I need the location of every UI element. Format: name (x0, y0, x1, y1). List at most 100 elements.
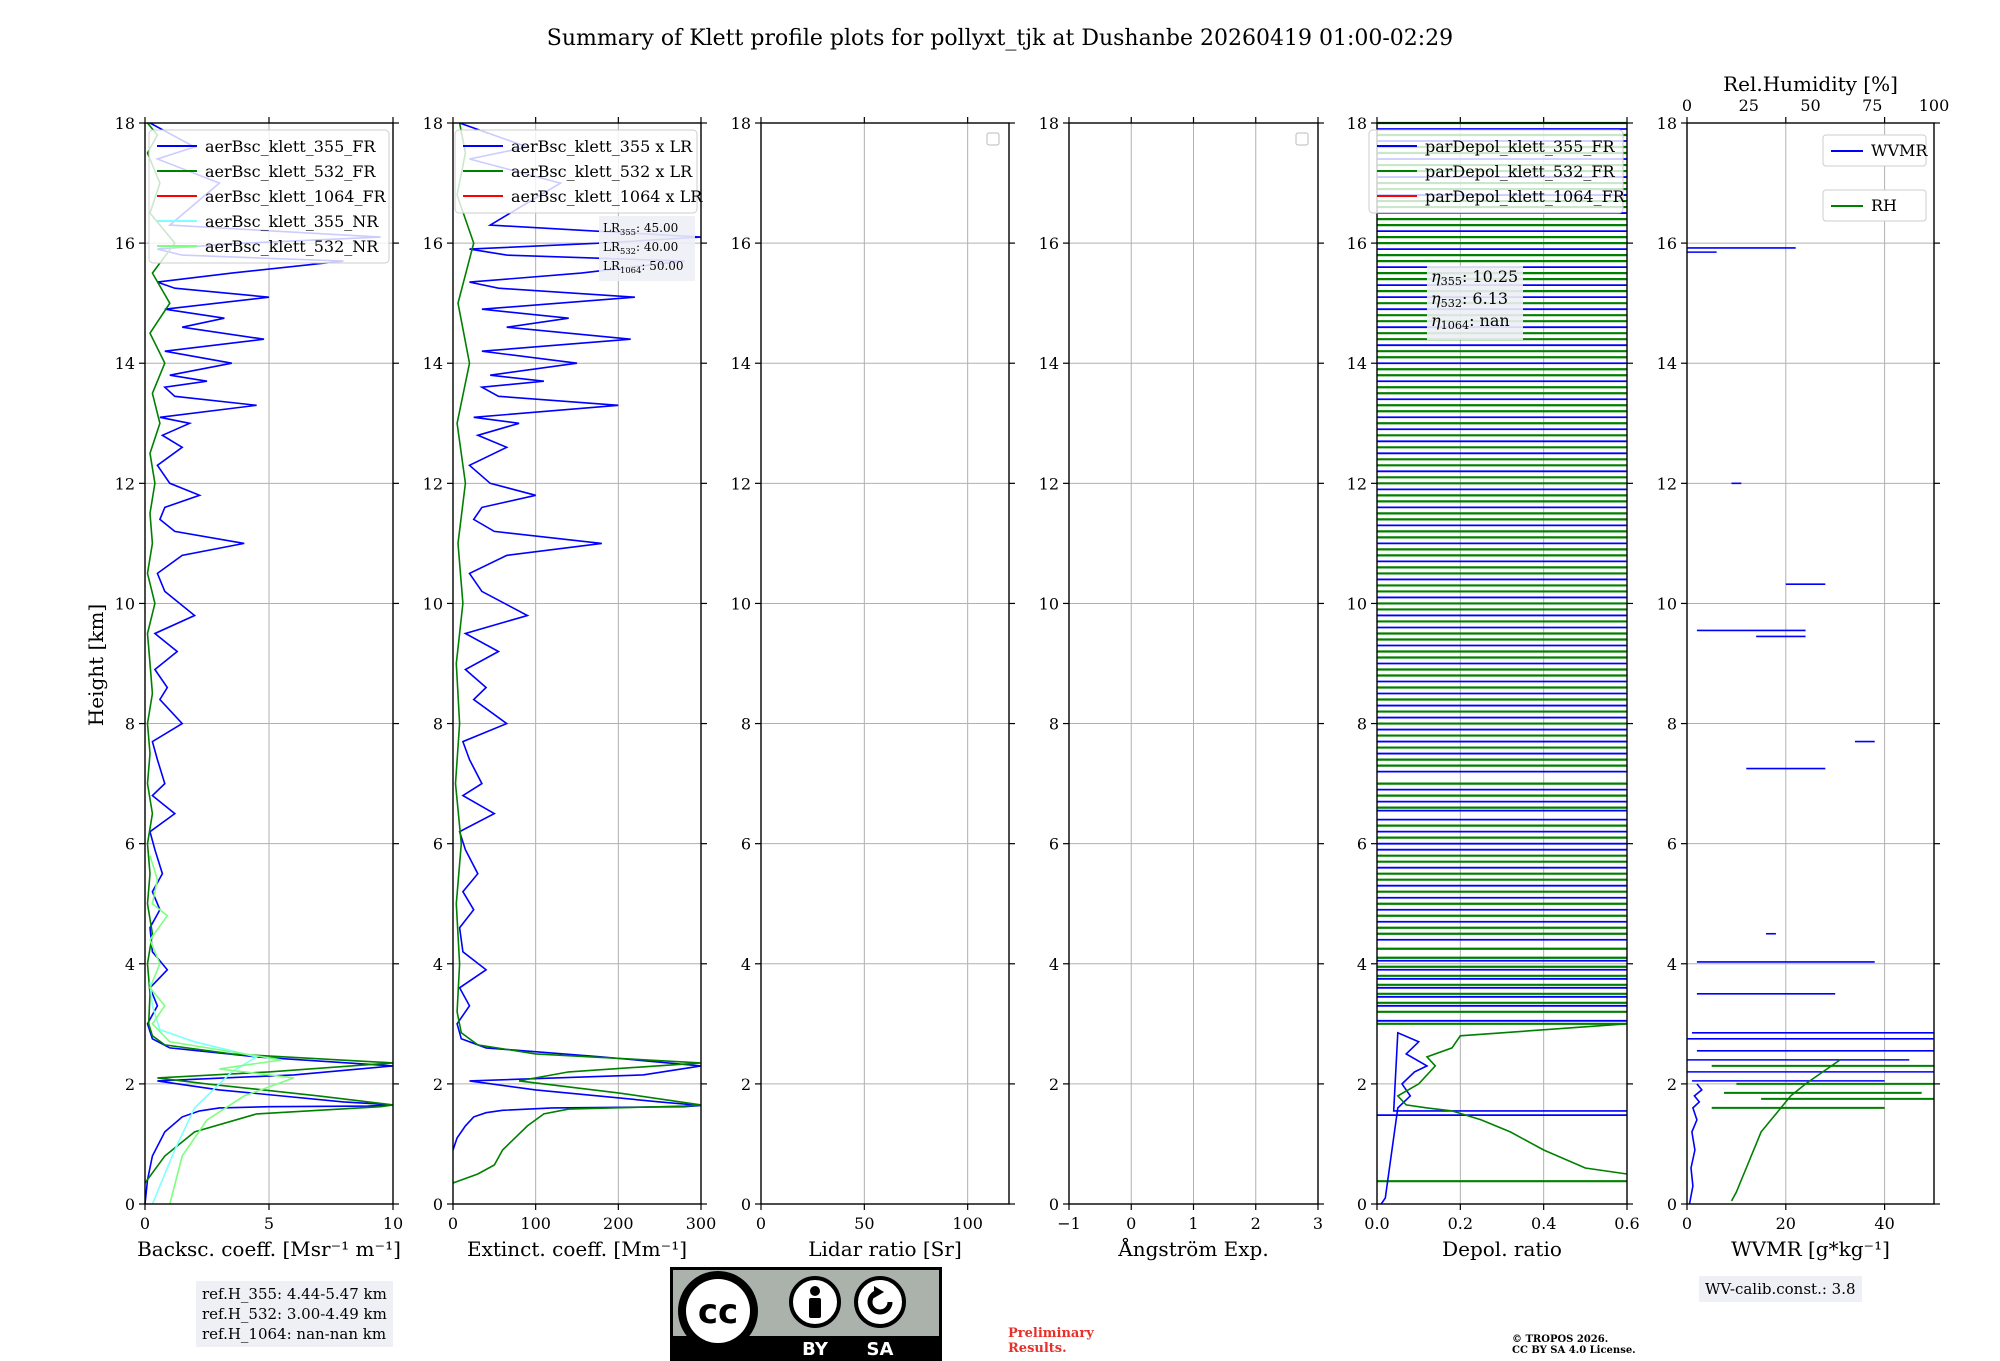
y-tick-label: 10 (1347, 594, 1367, 613)
y-tick-label: 2 (1667, 1075, 1677, 1094)
ref-height-532: ref.H_532: 3.00-4.49 km (202, 1305, 387, 1323)
y-tick-label: 0 (1357, 1195, 1367, 1214)
y-tick-label: 16 (423, 234, 443, 253)
y-tick-label: 18 (115, 114, 135, 133)
empty-legend-box (1295, 132, 1309, 146)
x-tick-label: 300 (686, 1214, 717, 1233)
y-tick-label: 0 (125, 1195, 135, 1214)
panel-wv: 0 20 40 0 2 4 6 8 10 12 14 16 18 WVMR [g*kg⁻¹] 0 25 50 75… (1657, 72, 1950, 1261)
y-tick-label: 4 (125, 955, 135, 974)
figure-title: Summary of Klett profile plots for polly… (547, 26, 1453, 51)
y-tick-label: 16 (1039, 234, 1059, 253)
y-tick-label: 6 (1049, 835, 1059, 854)
legend-label: parDepol_klett_1064_FR (1425, 187, 1626, 206)
annotation-box (1427, 266, 1523, 340)
x-axis-label: WVMR [g*kg⁻¹] (1731, 1237, 1890, 1261)
x-tick-label: 0 (1126, 1214, 1136, 1233)
x-tick-label: 200 (603, 1214, 634, 1233)
annotation-box (599, 216, 695, 281)
by-person-head (810, 1286, 820, 1296)
annotation-text: η355: 10.25 (1431, 267, 1518, 288)
x-axis-label: Backsc. coeff. [Msr⁻¹ m⁻¹] (137, 1237, 401, 1261)
y-tick-label: 10 (1039, 594, 1059, 613)
y-tick-label: 10 (731, 594, 751, 613)
wv-calib-box: WV-calib.const.: 3.8 (1699, 1276, 1862, 1302)
cc-circle-inner (686, 1279, 750, 1343)
y-tick-label: 4 (1667, 955, 1677, 974)
y-tick-label: 6 (741, 835, 751, 854)
y-tick-label: 16 (1657, 234, 1677, 253)
legend-label: WVMR (1871, 141, 1928, 160)
y-tick-label: 16 (115, 234, 135, 253)
x-axis-label: Depol. ratio (1442, 1237, 1562, 1261)
y-tick-label: 6 (1357, 835, 1367, 854)
by-person-body (809, 1298, 821, 1318)
series-aerBsc_klett_532_FR (144, 122, 394, 1184)
preliminary-line-2: Results. (1008, 1341, 1067, 1356)
legend-box (1368, 129, 1624, 214)
y-tick-label: 8 (741, 715, 751, 734)
x-tick-label: 0.4 (1531, 1214, 1556, 1233)
annotation-text: LR355: 45.00 (603, 221, 678, 237)
y-tick-label: 6 (433, 835, 443, 854)
y-tick-label: 0 (1667, 1195, 1677, 1214)
legend-label: aerBsc_klett_355_FR (205, 137, 376, 156)
axes-frame (1376, 122, 1628, 1205)
y-tick-label: 10 (423, 594, 443, 613)
y-tick-label: 2 (741, 1075, 751, 1094)
x-tick-label: 20 (1776, 1214, 1796, 1233)
y-tick-label: 14 (1039, 354, 1059, 373)
x-tick-label: 5 (264, 1214, 274, 1233)
y-tick-label: 14 (731, 354, 751, 373)
x-tick-label: 0 (140, 1214, 150, 1233)
legend-label: aerBsc_klett_532 x LR (511, 162, 693, 181)
x-axis-label: Ångström Exp. (1117, 1236, 1268, 1261)
legend-label: aerBsc_klett_1064 x LR (511, 187, 703, 206)
panel-ext: 0 100 200 300 0 2 4 6 8 10 12 14 16 18 Extinct. coeff.… (423, 114, 717, 1261)
sa-share-icon (854, 1276, 906, 1328)
y-tick-label: 4 (433, 955, 443, 974)
cc-logo-text: cc (698, 1292, 738, 1332)
axes-frame (1686, 122, 1935, 1205)
y-tick-label: 8 (433, 715, 443, 734)
legend-label: aerBsc_klett_355 x LR (511, 137, 693, 156)
y-tick-label: 0 (1049, 1195, 1059, 1214)
y-tick-label: 18 (1039, 114, 1059, 133)
preliminary-line-1: Preliminary (1008, 1326, 1094, 1341)
y-tick-label: 18 (1657, 114, 1677, 133)
y-tick-label: 10 (1657, 594, 1677, 613)
y-tick-label: 12 (1039, 474, 1059, 493)
y-tick-label: 8 (125, 715, 135, 734)
top-tick-label: 50 (1800, 96, 1820, 115)
y-tick-label: 8 (1667, 715, 1677, 734)
legend-label: aerBsc_klett_532_FR (205, 162, 376, 181)
y-tick-label: 0 (433, 1195, 443, 1214)
y-tick-label: 6 (1667, 835, 1677, 854)
series-WVMR (1688, 1083, 1703, 1205)
ref-height-box: ref.H_355: 4.44-5.47 km ref.H_532: 3.00-… (196, 1281, 393, 1347)
top-tick-label: 25 (1739, 96, 1759, 115)
ref-height-1064: ref.H_1064: nan-nan km (202, 1325, 387, 1343)
x-tick-label: 50 (854, 1214, 874, 1233)
x-tick-label: 100 (952, 1214, 983, 1233)
copyright-note: © TROPOS 2026. CC BY SA 4.0 License. (1512, 1334, 1636, 1356)
legend-box (148, 129, 390, 264)
y-tick-label: 12 (1347, 474, 1367, 493)
y-tick-label: 6 (125, 835, 135, 854)
empty-legend-box (986, 132, 1000, 146)
x-tick-label: 40 (1874, 1214, 1894, 1233)
series-parDepol_klett_355_FR (1380, 1031, 1627, 1205)
x-tick-label: 3 (1313, 1214, 1323, 1233)
legend-label: aerBsc_klett_532_NR (205, 237, 379, 256)
sa-label: SA (867, 1339, 894, 1360)
axes-frame (144, 122, 394, 1205)
y-tick-label: 4 (1049, 955, 1059, 974)
x-axis-label: Lidar ratio [Sr] (808, 1237, 962, 1261)
series-aerBsc_klett_532_NR (149, 855, 295, 1205)
y-tick-label: 12 (115, 474, 135, 493)
y-tick-label: 14 (423, 354, 443, 373)
y-tick-label: 2 (1357, 1075, 1367, 1094)
y-tick-label: 2 (1049, 1075, 1059, 1094)
x-tick-label: 10 (383, 1214, 403, 1233)
